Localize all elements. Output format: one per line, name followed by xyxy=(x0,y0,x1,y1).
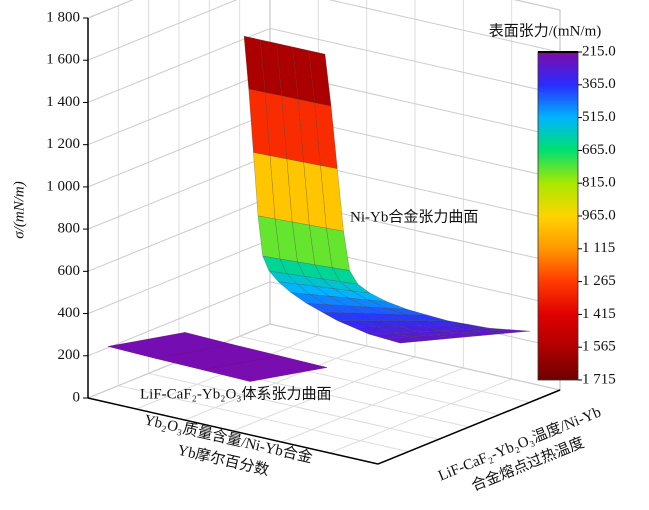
z-tick-label: 400 xyxy=(58,305,81,321)
colorbar-tick-label: 1 265 xyxy=(582,273,616,289)
z-tick-label: 600 xyxy=(58,263,81,279)
grid-line xyxy=(87,0,561,61)
surface-patch xyxy=(320,165,344,232)
colorbar-tick-label: 1 715 xyxy=(582,371,616,387)
colorbar-tick-label: 1 115 xyxy=(582,240,615,256)
floor-line xyxy=(239,335,530,403)
colorbar-title: 表面张力/(mN/m) xyxy=(489,22,602,39)
surface-patch xyxy=(484,329,531,334)
axis-line xyxy=(377,389,561,465)
z-tick-label: 200 xyxy=(58,347,81,363)
colorbar-tick-label: 1 415 xyxy=(582,306,616,322)
z-tick-label: 1 600 xyxy=(46,52,80,68)
surface-label: LiF-CaF₂-Yb₂O₃体系张力曲面 xyxy=(140,385,332,402)
surface-patch xyxy=(445,324,490,330)
surface-patch xyxy=(308,50,332,107)
z-tick-label: 1 000 xyxy=(46,178,80,194)
colorbar xyxy=(537,51,579,381)
z-tick-label: 0 xyxy=(73,389,81,405)
colorbar-tick-label: 515.0 xyxy=(582,109,616,125)
z-tick-label: 1 200 xyxy=(46,136,80,152)
z-tick-label: 1 400 xyxy=(46,94,80,110)
surface-label: Ni-Yb合金张力曲面 xyxy=(350,208,478,225)
colorbar-tick-label: 965.0 xyxy=(582,207,616,223)
surface-patch xyxy=(326,227,350,271)
surface-patch xyxy=(386,307,428,316)
surface-patch xyxy=(314,102,338,169)
colorbar-tick-label: 665.0 xyxy=(582,142,616,158)
colorbar-tick-label: 815.0 xyxy=(582,175,616,191)
z-tick-label: 800 xyxy=(58,221,81,237)
z-tick-label: 1 800 xyxy=(46,9,80,25)
surface-patch xyxy=(351,290,387,302)
colorbar-tick-label: 365.0 xyxy=(582,76,616,92)
colorbar-tick-label: 1 565 xyxy=(582,339,616,355)
grid-line xyxy=(87,323,561,399)
surface-patch xyxy=(202,355,328,382)
colorbar-tick-label: 215.0 xyxy=(582,43,616,59)
grid-line xyxy=(87,27,561,103)
z-axis-label: σ/(mN/m) xyxy=(11,181,27,238)
axis-line xyxy=(87,397,379,465)
